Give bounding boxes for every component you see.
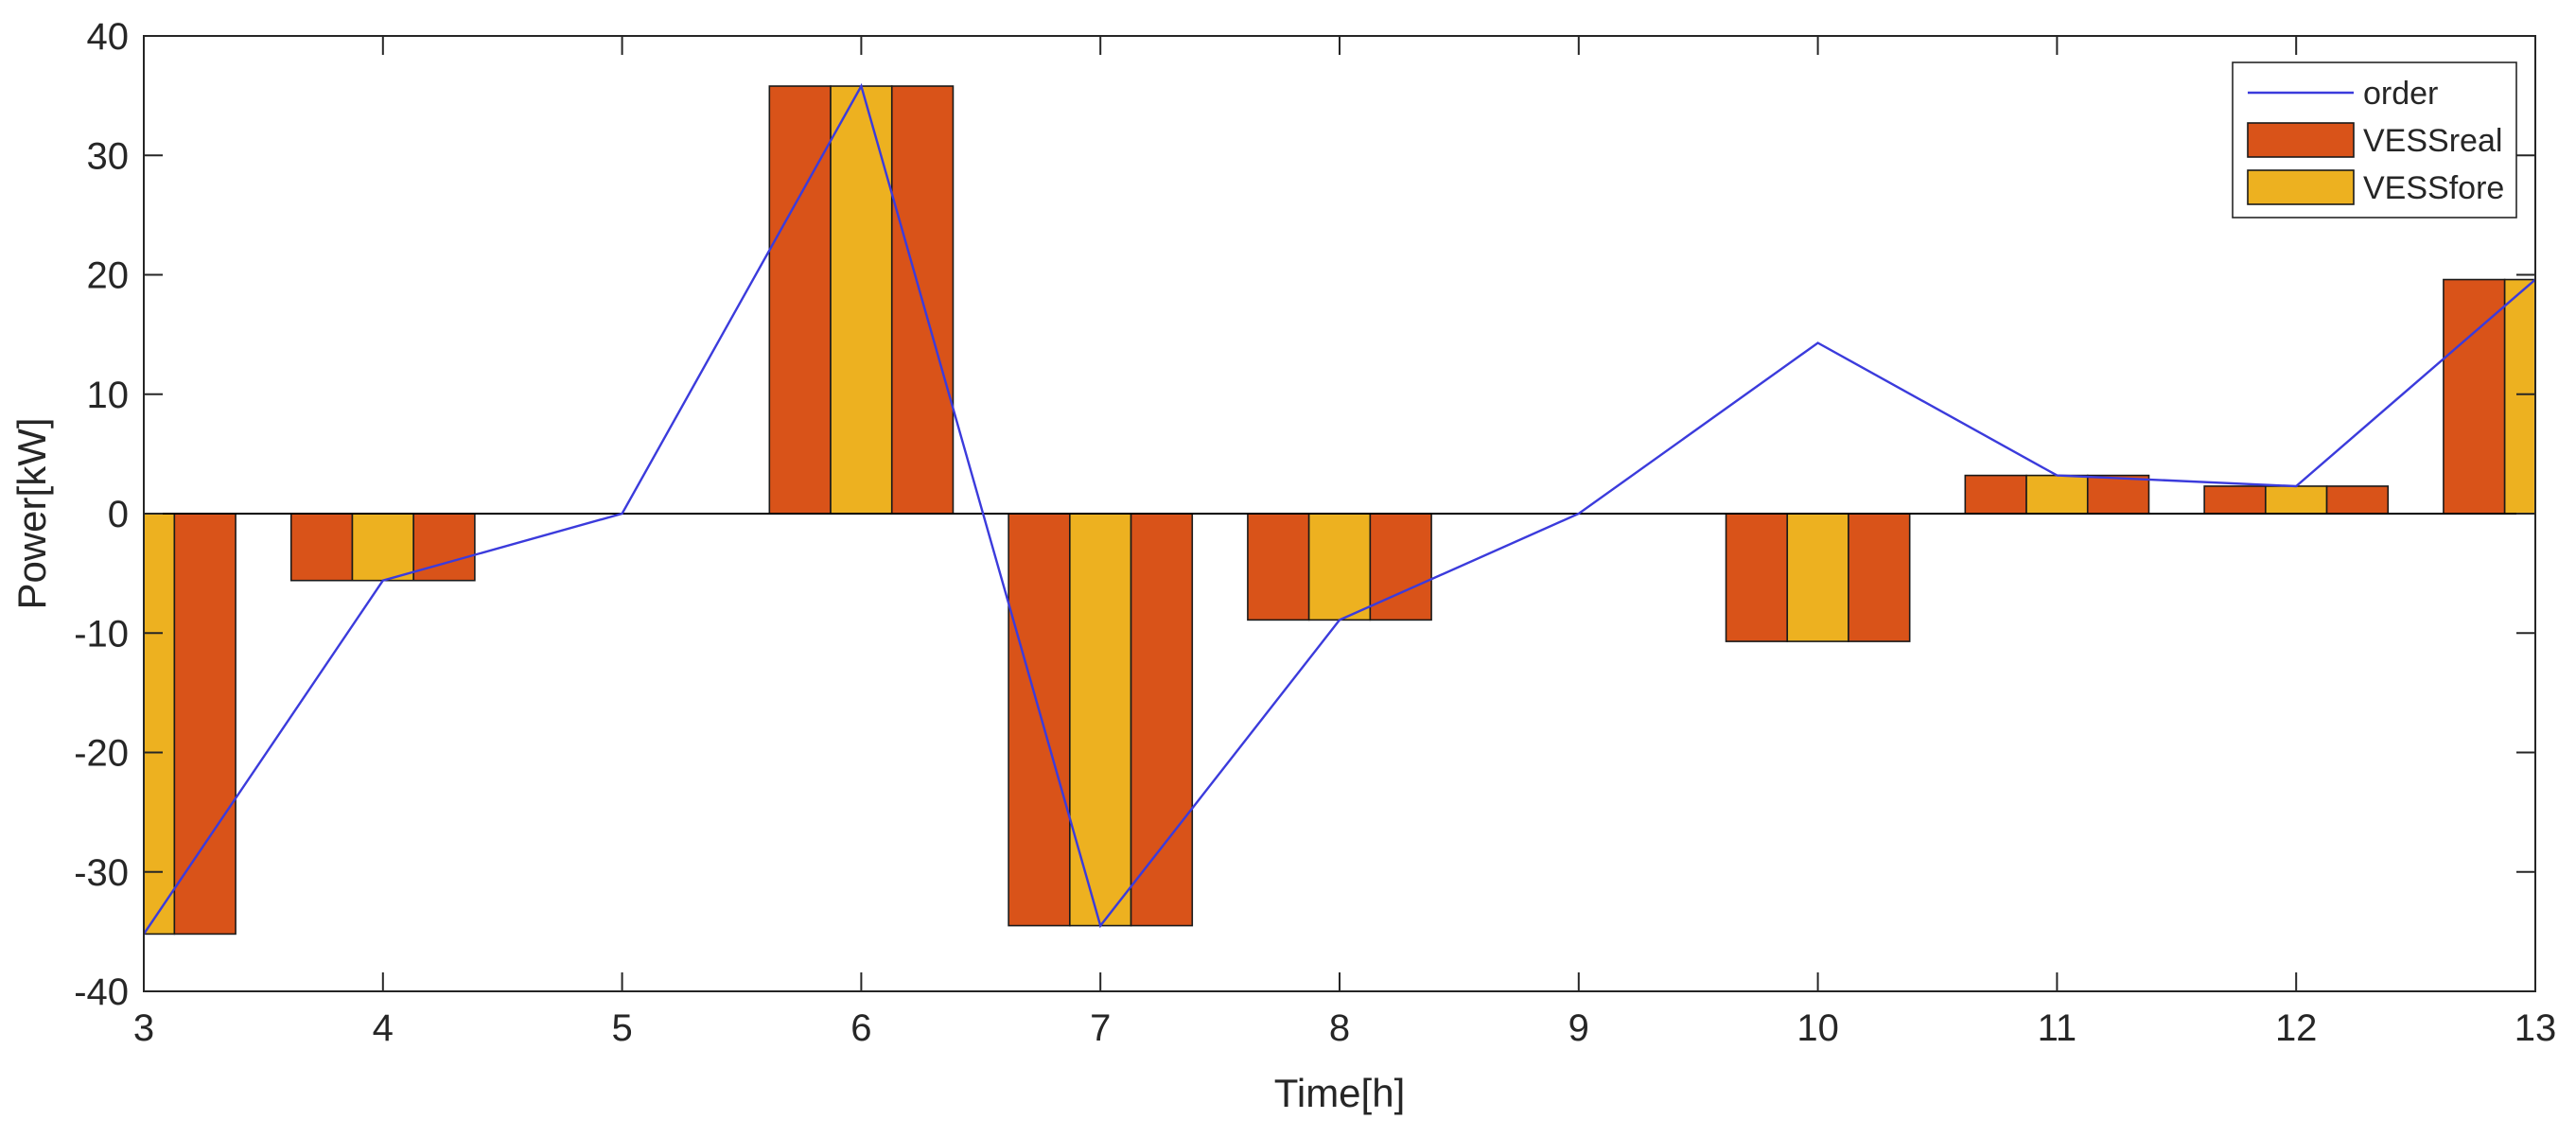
bar-vessreal-t8-0 xyxy=(1247,513,1310,621)
y-tick-label--20: -20 xyxy=(74,733,129,775)
bar-vessreal-t13-0 xyxy=(2443,278,2506,515)
bar-vessfore-t12-1 xyxy=(2265,485,2328,515)
bars-layer xyxy=(144,85,2576,936)
x-tick-label-12: 12 xyxy=(2275,1007,2318,1049)
bar-vessreal-t7-0 xyxy=(1008,513,1071,927)
x-tick-label-9: 9 xyxy=(1568,1007,1589,1049)
x-tick-label-11: 11 xyxy=(2038,1007,2077,1049)
y-tick-label-30: 30 xyxy=(87,135,130,177)
x-tick-label-4: 4 xyxy=(373,1007,394,1049)
bar-vessreal-t3-2 xyxy=(173,513,237,936)
legend-label-order: order xyxy=(2363,76,2438,112)
x-tick-label-10: 10 xyxy=(1796,1007,1839,1049)
legend-swatch-VESSreal xyxy=(2247,122,2355,158)
ticks-layer: 3 4 5 6 7 8 9 10 11 12 13 -40 -30 -20 -10 0 10 20 30 40 xyxy=(74,16,2556,1049)
x-tick-label-8: 8 xyxy=(1329,1007,1350,1049)
legend-label-VESSreal: VESSreal xyxy=(2363,123,2502,159)
x-tick-label-5: 5 xyxy=(611,1007,632,1049)
bar-vessfore-t6-1 xyxy=(830,85,893,515)
x-tick-label-3: 3 xyxy=(133,1007,154,1049)
order-line xyxy=(144,82,2535,936)
y-tick-label--40: -40 xyxy=(74,971,129,1013)
x-tick-label-13: 13 xyxy=(2515,1007,2557,1049)
bar-vessreal-t11-0 xyxy=(1964,474,2027,515)
bar-vessfore-t13-1 xyxy=(2503,278,2535,515)
y-tick-label--30: -30 xyxy=(74,852,129,894)
y-tick-label--10: -10 xyxy=(74,613,129,655)
legend-label-VESSfore: VESSfore xyxy=(2363,170,2504,206)
bar-vessreal-t4-0 xyxy=(289,513,354,582)
bar-vessreal-t8-2 xyxy=(1369,513,1432,621)
y-tick-label-20: 20 xyxy=(87,255,130,297)
bar-vessfore-t7-1 xyxy=(1069,513,1132,927)
bar-vessfore-t10-1 xyxy=(1786,513,1849,642)
bar-vessfore-t8-1 xyxy=(1307,513,1372,621)
x-axis-title: Time[h] xyxy=(1274,1071,1405,1115)
bar-vessreal-t11-2 xyxy=(2086,474,2150,515)
bar-vessreal-t10-2 xyxy=(1848,513,1911,642)
y-tick-label-40: 40 xyxy=(87,16,130,58)
bar-vessfore-t4-1 xyxy=(351,513,414,582)
y-tick-label-0: 0 xyxy=(108,494,129,535)
y-axis-title: Power[kW] xyxy=(9,417,54,609)
bar-vessreal-t12-2 xyxy=(2325,485,2390,515)
x-tick-label-6: 6 xyxy=(850,1007,871,1049)
bar-vessreal-t10-0 xyxy=(1725,513,1789,642)
order-line-layer xyxy=(144,82,2535,936)
bar-vessreal-t6-0 xyxy=(768,85,832,515)
bar-vessfore-t11-1 xyxy=(2025,474,2089,515)
bar-vessreal-t13-2 xyxy=(2566,280,2576,514)
legend: order VESSreal VESSfore xyxy=(2232,61,2517,219)
bar-vessreal-t7-2 xyxy=(1130,513,1194,927)
x-tick-label-7: 7 xyxy=(1090,1007,1111,1049)
bar-vessreal-t12-0 xyxy=(2203,485,2267,515)
legend-swatch-VESSfore xyxy=(2247,169,2355,205)
y-tick-label-10: 10 xyxy=(87,375,130,416)
